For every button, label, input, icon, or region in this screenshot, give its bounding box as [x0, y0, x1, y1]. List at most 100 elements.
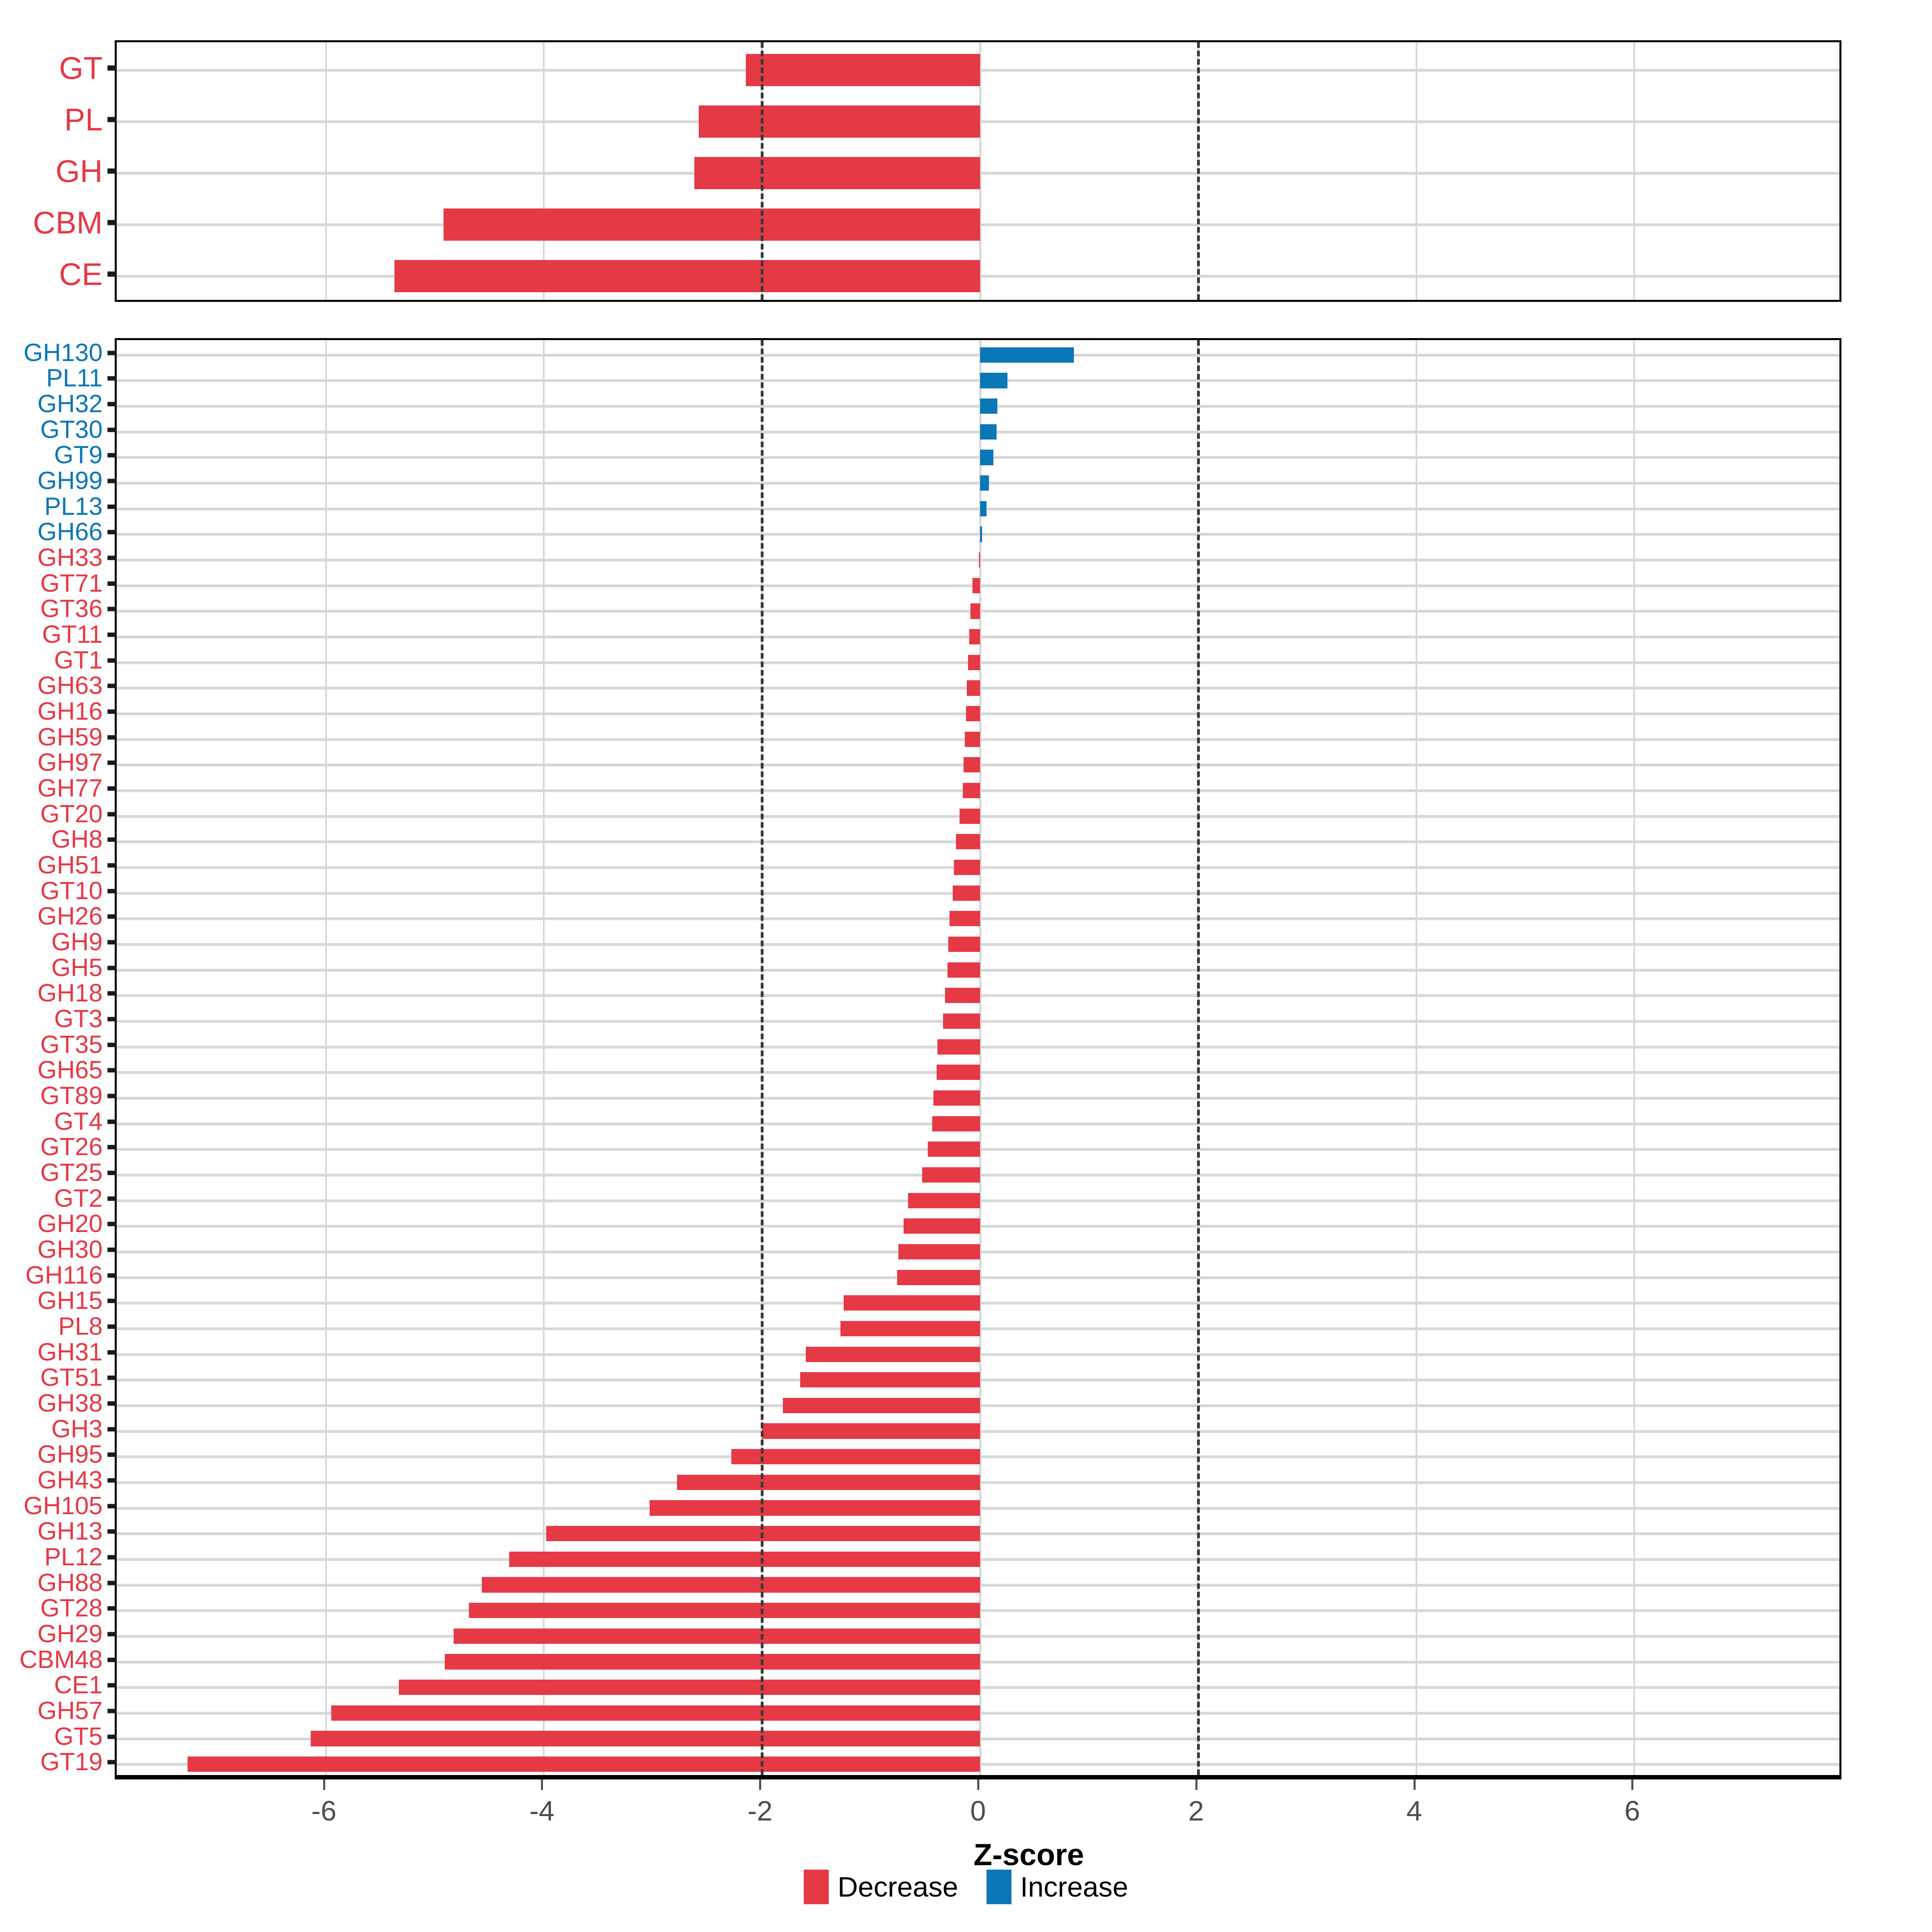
- y-tick-mark: [107, 479, 116, 483]
- x-tick-mark: [1414, 1779, 1416, 1790]
- bar: [806, 1347, 980, 1362]
- y-axis-label: GH99: [37, 469, 103, 493]
- figure-root: GTPLGHCBMCE GH130PL11GH32GT30GT9GH99PL13…: [0, 0, 1932, 1932]
- y-axis-label: PL12: [44, 1545, 103, 1570]
- y-tick-mark: [107, 556, 116, 560]
- x-axis-tick-label: 0: [970, 1795, 986, 1827]
- bar: [898, 1244, 980, 1259]
- y-tick-mark: [107, 684, 116, 688]
- y-gridline: [117, 379, 1839, 382]
- bar: [904, 1218, 980, 1234]
- bar: [980, 347, 1074, 363]
- y-gridline: [117, 354, 1839, 357]
- bar: [933, 1090, 980, 1106]
- bar: [445, 1654, 980, 1669]
- y-axis-label: GH65: [37, 1058, 103, 1083]
- y-tick-mark: [107, 1094, 116, 1098]
- bar: [980, 398, 997, 414]
- y-axis-label: CE1: [54, 1673, 103, 1698]
- y-axis-label: GH8: [52, 827, 103, 852]
- y-axis-label: GT89: [40, 1084, 103, 1108]
- y-tick-mark: [107, 863, 116, 868]
- bar: [980, 424, 997, 440]
- bar: [970, 603, 980, 619]
- bar: [980, 373, 1007, 388]
- y-tick-mark: [107, 1504, 116, 1508]
- bar: [943, 1013, 980, 1029]
- bar: [677, 1475, 980, 1490]
- y-tick-mark: [107, 272, 116, 277]
- y-axis-label: GT3: [54, 1007, 103, 1032]
- threshold-line: [1197, 42, 1200, 300]
- bar: [980, 475, 989, 491]
- y-axis-label: PL8: [58, 1314, 103, 1339]
- legend-item-decrease[interactable]: Decrease: [804, 1870, 958, 1904]
- y-axis-label: GH30: [37, 1237, 103, 1262]
- y-gridline: [117, 508, 1839, 510]
- y-axis-label: GH15: [37, 1288, 103, 1313]
- y-axis-label: GT30: [40, 417, 103, 442]
- y-tick-mark: [107, 453, 116, 458]
- y-tick-mark: [107, 376, 116, 381]
- bar: [932, 1116, 980, 1131]
- y-axis-label: GT26: [40, 1135, 103, 1160]
- bar: [963, 783, 980, 798]
- bottom-panel: [115, 338, 1841, 1777]
- y-tick-mark: [107, 761, 116, 765]
- y-gridline: [117, 431, 1839, 433]
- top-plot-area: [115, 40, 1841, 302]
- y-axis-label: GH63: [37, 673, 103, 698]
- x-tick-mark: [759, 1779, 761, 1790]
- top-panel: [115, 40, 1841, 302]
- y-axis-label: GT35: [40, 1032, 103, 1057]
- bar: [311, 1731, 980, 1746]
- bar: [937, 1065, 980, 1080]
- threshold-line: [1197, 340, 1200, 1775]
- y-tick-mark: [107, 1760, 116, 1765]
- y-axis-label: GT25: [40, 1160, 103, 1185]
- x-axis-tick-label: 2: [1188, 1795, 1204, 1827]
- legend-item-increase[interactable]: Increase: [987, 1870, 1128, 1904]
- y-axis-label: GT51: [40, 1365, 103, 1390]
- legend: Decrease Increase: [804, 1870, 1128, 1904]
- y-tick-mark: [107, 1042, 116, 1047]
- y-axis-label: GH31: [37, 1340, 103, 1365]
- bar: [840, 1321, 980, 1336]
- y-tick-mark: [107, 66, 116, 71]
- y-gridline: [117, 456, 1839, 459]
- y-tick-mark: [107, 1632, 116, 1636]
- y-axis-label: CBM48: [19, 1647, 103, 1672]
- y-axis-label: GT36: [40, 597, 103, 621]
- y-tick-mark: [107, 786, 116, 791]
- bar: [844, 1295, 980, 1311]
- y-axis-label: PL13: [44, 494, 103, 519]
- y-axis-label: GH97: [37, 750, 103, 775]
- bar: [509, 1552, 980, 1567]
- y-tick-mark: [107, 1068, 116, 1073]
- y-axis-label: GT19: [40, 1750, 103, 1775]
- y-tick-mark: [107, 1530, 116, 1534]
- x-tick-mark: [1195, 1779, 1197, 1790]
- y-axis-label: GH32: [37, 392, 103, 417]
- y-axis-label: GH3: [52, 1417, 103, 1442]
- bar: [972, 578, 980, 593]
- y-axis-label: GH57: [37, 1699, 103, 1724]
- x-gridline: [325, 42, 327, 300]
- bar: [953, 886, 980, 901]
- bar: [444, 208, 980, 240]
- x-axis-tick-label: 6: [1624, 1795, 1640, 1827]
- y-axis-label: CBM: [33, 207, 103, 238]
- y-axis-label: GT10: [40, 879, 103, 904]
- threshold-line: [761, 42, 764, 300]
- x-tick-mark: [1631, 1779, 1633, 1790]
- bar: [399, 1680, 980, 1695]
- y-axis-label: GH13: [37, 1519, 103, 1544]
- y-tick-mark: [107, 427, 116, 432]
- y-tick-mark: [107, 1734, 116, 1739]
- y-tick-mark: [107, 1683, 116, 1688]
- y-axis-label: GH66: [37, 520, 103, 545]
- y-gridline: [117, 405, 1839, 408]
- y-tick-mark: [107, 169, 116, 174]
- y-axis-label: GH130: [24, 341, 103, 365]
- y-axis-label: GT9: [54, 443, 103, 468]
